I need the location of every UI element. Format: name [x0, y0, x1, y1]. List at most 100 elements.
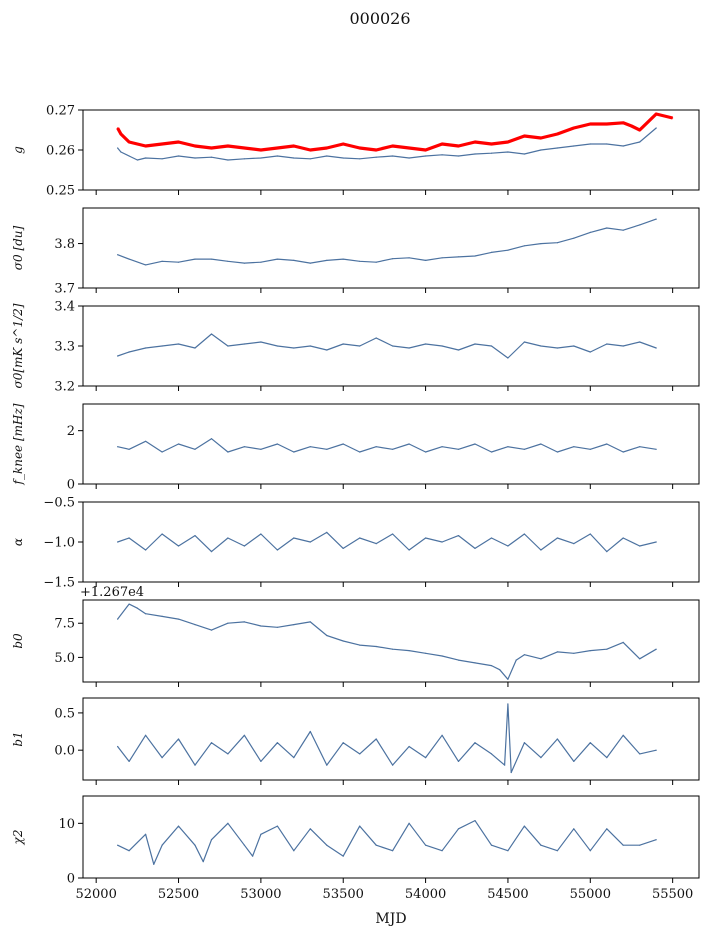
axes-frame-b1 [82, 697, 700, 781]
data-point-g-1-5 [177, 141, 180, 143]
data-point-sigma0_du-0-29 [589, 231, 591, 233]
data-point-fknee-0-12 [309, 446, 311, 448]
data-point-b0-0-36 [655, 648, 657, 650]
data-point-alpha-0-2 [145, 549, 147, 551]
data-point-sigma0_du-0-8 [243, 262, 245, 264]
data-point-chi2-0-25 [474, 820, 476, 822]
data-point-g-0-23 [457, 155, 460, 157]
data-point-alpha-0-27 [556, 537, 559, 539]
data-point-b0-0-14 [326, 634, 328, 637]
data-point-sigma0_du-0-6 [210, 258, 213, 260]
data-point-sigma0_mK-0-18 [408, 347, 410, 349]
y-axis-label-sigma0_du: σ0 [du] [11, 225, 25, 270]
data-point-alpha-0-31 [622, 537, 624, 539]
y-tick-label-b0-1: 7.5 [54, 617, 75, 632]
data-point-chi2-0-22 [425, 844, 427, 846]
data-point-sigma0_du-0-5 [194, 258, 196, 260]
data-point-sigma0_mK-0-30 [606, 343, 608, 345]
data-point-fknee-0-19 [425, 451, 427, 453]
y-tick-label-sigma0_mK-0: 3.2 [54, 380, 75, 395]
data-point-chi2-0-1 [128, 850, 130, 852]
data-point-sigma0_mK-0-33 [655, 347, 657, 349]
data-point-chi2-0-29 [540, 844, 542, 846]
data-point-b0-0-12 [293, 624, 295, 626]
data-point-alpha-0-11 [293, 537, 295, 539]
data-point-g-1-11 [276, 147, 278, 149]
data-point-b1-0-3 [161, 757, 163, 759]
data-point-chi2-0-21 [408, 822, 410, 824]
offset-label-b0: +1.267e4 [80, 585, 144, 600]
data-point-chi2-0-33 [606, 828, 608, 830]
y-tick-label-sigma0_du-1: 3.8 [54, 237, 75, 252]
data-point-g-1-18 [392, 145, 394, 147]
data-point-fknee-0-25 [523, 448, 526, 450]
data-point-fknee-0-13 [326, 448, 328, 450]
data-point-g-0-18 [375, 156, 377, 158]
data-point-sigma0_mK-0-24 [507, 357, 509, 359]
data-point-sigma0_mK-0-26 [540, 345, 542, 347]
data-point-g-1-20 [425, 149, 427, 151]
data-point-chi2-0-7 [202, 861, 204, 863]
data-point-g-1-23 [474, 141, 476, 143]
data-point-g-1-17 [375, 149, 377, 151]
data-point-alpha-0-20 [441, 541, 443, 543]
data-point-g-0-3 [136, 159, 138, 161]
y-tick-label-g-1: 0.26 [46, 144, 75, 159]
data-point-sigma0_mK-0-11 [293, 347, 295, 349]
data-point-alpha-0-22 [474, 547, 476, 550]
data-point-sigma0_mK-0-25 [523, 341, 526, 343]
data-point-sigma0_du-0-33 [655, 218, 657, 220]
data-point-alpha-0-18 [408, 549, 410, 551]
data-point-g-1-26 [523, 135, 526, 137]
data-point-b1-0-29 [556, 738, 559, 740]
data-point-sigma0_du-0-2 [145, 264, 147, 266]
data-point-sigma0_du-0-3 [161, 260, 163, 262]
data-point-sigma0_du-0-9 [260, 261, 262, 263]
data-point-b1-0-16 [375, 738, 377, 740]
data-point-alpha-0-14 [342, 547, 344, 550]
data-point-b0-0-20 [425, 652, 427, 654]
data-point-b1-0-7 [227, 753, 229, 755]
data-point-b1-0-2 [145, 734, 147, 736]
data-point-chi2-0-11 [252, 855, 254, 857]
data-point-g-0-29 [556, 147, 559, 149]
data-point-alpha-0-30 [606, 551, 608, 553]
data-point-fknee-0-33 [655, 448, 657, 450]
y-axis-label-alpha: α [11, 538, 25, 546]
data-point-sigma0_du-0-1 [128, 258, 130, 260]
y-tick-label-fknee-1: 2 [67, 424, 75, 439]
data-point-b0-0-29 [540, 658, 542, 660]
data-point-alpha-0-15 [359, 537, 361, 539]
y-axis-label-fknee: f_knee [mHz] [11, 403, 25, 485]
x-tick-label-0: 52000 [75, 887, 116, 902]
data-point-b1-0-14 [342, 742, 344, 744]
data-point-fknee-0-17 [392, 448, 394, 450]
data-point-fknee-0-22 [474, 443, 476, 445]
data-point-g-0-25 [490, 152, 493, 154]
data-point-g-1-14 [326, 147, 328, 149]
y-tick-label-b1-1: 0.5 [54, 706, 75, 721]
data-point-fknee-0-27 [556, 451, 559, 453]
y-axis-label-sigma0_mK: σ0[mK s^1/2] [11, 303, 25, 388]
data-point-sigma0_du-0-23 [490, 251, 493, 253]
data-point-g-1-28 [556, 133, 559, 135]
data-point-g-0-4 [145, 157, 147, 159]
data-point-b0-0-16 [359, 644, 361, 646]
data-point-b1-0-32 [606, 757, 608, 759]
data-point-b1-0-12 [309, 730, 311, 733]
data-point-g-0-10 [243, 158, 245, 160]
data-point-b0-0-21 [441, 655, 443, 657]
data-point-chi2-0-12 [260, 833, 262, 835]
data-point-g-0-21 [425, 155, 427, 157]
data-point-b1-0-0 [117, 745, 119, 748]
series-line-g-0 [117, 127, 657, 161]
data-point-fknee-0-15 [359, 451, 361, 453]
data-point-sigma0_du-0-0 [117, 254, 119, 256]
y-axis-label-b0: b0 [11, 633, 25, 649]
data-point-alpha-0-13 [326, 531, 328, 534]
data-point-alpha-0-33 [655, 541, 657, 543]
data-point-b0-0-8 [227, 622, 229, 624]
y-tick-label-alpha-2: −0.5 [43, 496, 75, 511]
data-point-fknee-0-4 [177, 443, 180, 445]
panel-g: 0.25 0.26 0.27 g [11, 104, 700, 199]
